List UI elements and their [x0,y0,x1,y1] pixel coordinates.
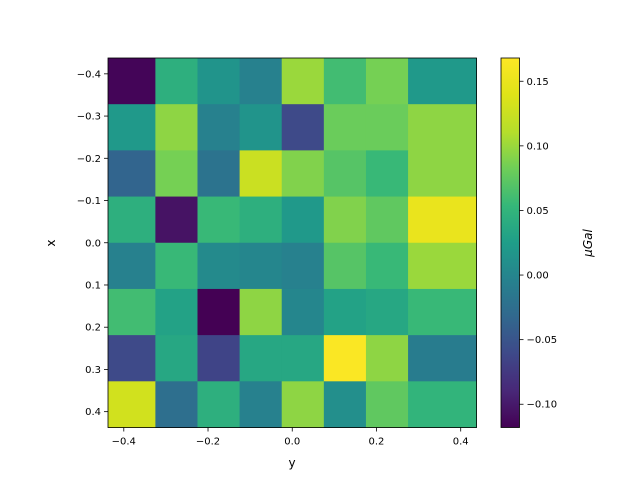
x-tick-label: −0.2 [196,437,220,448]
heatmap-cell [197,335,241,382]
x-axis-label: y [288,456,295,470]
heatmap-cell [155,196,198,244]
y-axis-label: x [44,239,58,246]
heatmap-cell [155,150,198,198]
heatmap-cell [197,150,241,198]
y-tick-label: 0.3 [85,365,101,376]
heatmap-cell [108,150,156,198]
heatmap-cell [239,288,283,336]
heatmap-cell [323,196,367,244]
y-axis: −0.4 −0.3 −0.2 −0.1 0.0 0.1 0.2 0.3 0.4 [77,69,108,418]
heatmap-cell [323,104,367,151]
heatmap-cell [281,381,325,428]
heatmap-cell [239,381,283,428]
heatmap-cell [197,242,241,290]
heatmap-cell [408,242,477,290]
colorbar-tick-label: 0.10 [527,141,549,152]
y-tick-label: −0.4 [77,69,101,80]
colorbar-axis: −0.10 −0.05 0.00 0.05 0.10 0.15 [519,77,558,411]
y-tick-label: −0.1 [77,196,101,207]
heatmap-cell [197,196,241,244]
heatmap-cell [281,242,325,290]
heatmap-cell [323,58,367,105]
heatmap-cell [108,381,156,428]
y-tick-label: 0.2 [85,323,101,334]
heatmap-cell [365,335,409,382]
heatmap-cell [281,104,325,151]
heatmap-cell [281,58,325,105]
x-tick-label: 0.4 [453,437,469,448]
heatmap-cell [155,381,198,428]
heatmap-cell [281,150,325,198]
heatmap-cell [365,242,409,290]
heatmap-cell [239,242,283,290]
y-tick-label: 0.1 [85,280,101,291]
heatmap-cell [197,288,241,336]
heatmap-cell [239,58,283,105]
y-tick-label: 0.0 [85,238,101,249]
heatmap-cell [197,381,241,428]
y-tick-label: 0.4 [85,407,101,418]
colorbar-tick-label: 0.15 [527,77,549,88]
heatmap-cell [239,150,283,198]
colorbar-tick-label: −0.05 [527,335,558,346]
heatmap-cell [197,58,241,105]
heatmap-cell [323,335,367,382]
heatmap-cell [365,196,409,244]
heatmap-cell [281,288,325,336]
heatmap-cell [365,104,409,151]
heatmap-cell [108,58,156,105]
heatmap-cell [108,242,156,290]
heatmap-cell [408,104,477,151]
heatmap-cell [239,196,283,244]
heatmap-cell [108,288,156,336]
heatmap-cell [108,104,156,151]
heatmap-cell [197,104,241,151]
heatmap-cell [365,288,409,336]
heatmap-cell [408,58,477,105]
heatmap-cell [155,242,198,290]
colorbar-tick-label: 0.00 [527,271,549,282]
x-tick-label: 0.0 [284,437,300,448]
heatmap-cell [408,150,477,198]
heatmap-cell [365,150,409,198]
heatmap-cell [155,335,198,382]
heatmap-cell [155,104,198,151]
heatmap-cell [239,335,283,382]
heatmap-cell [155,288,198,336]
colorbar-label: μGal [581,229,595,258]
heatmap-cell [108,335,156,382]
heatmap-cell [108,196,156,244]
colorbar-tick-label: 0.05 [527,206,549,217]
heatmap-cell [408,288,477,336]
heatmap-cell [239,104,283,151]
heatmap-cell [323,381,367,428]
x-tick-label: 0.2 [369,437,385,448]
x-axis: −0.4 −0.2 0.0 0.2 0.4 [112,427,469,448]
colorbar-tick-label: −0.10 [527,400,558,411]
heatmap-cells [108,58,477,428]
colorbar [500,57,520,428]
heatmap-cell [408,381,477,428]
heatmap-cell [323,150,367,198]
heatmap-cell [365,58,409,105]
heatmap-cell [155,58,198,105]
y-tick-label: −0.2 [77,154,101,165]
heatmap-cell [408,335,477,382]
heatmap-cell [408,196,477,244]
x-tick-label: −0.4 [112,437,136,448]
heatmap-cell [323,288,367,336]
heatmap-cell [281,335,325,382]
heatmap-cell [365,381,409,428]
heatmap-cell [323,242,367,290]
y-tick-label: −0.3 [77,112,101,123]
heatmap-cell [281,196,325,244]
